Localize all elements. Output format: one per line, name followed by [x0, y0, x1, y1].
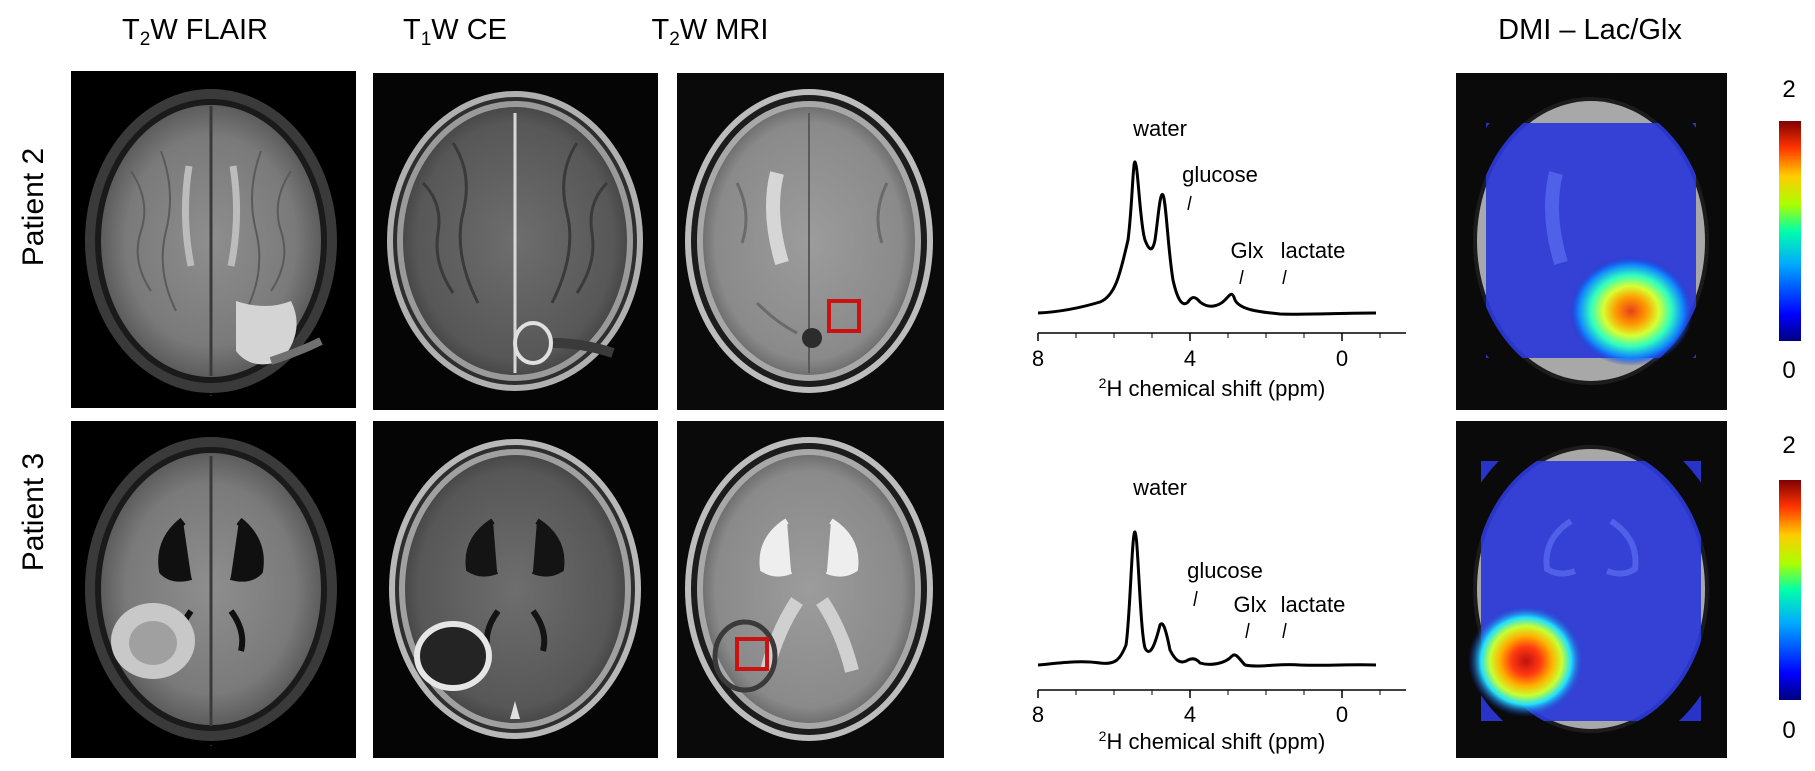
x-tick-label: 0 — [1336, 702, 1348, 727]
peak-label-glx: Glx — [1231, 238, 1264, 263]
x-tick-label: 8 — [1032, 702, 1044, 727]
x-tick-label: 0 — [1336, 346, 1348, 371]
peak-label-glx: Glx — [1234, 592, 1267, 617]
peak-label-lactate: lactate — [1281, 238, 1346, 263]
dmi-map-patient-2 — [1456, 73, 1727, 410]
column-title-dmi: DMI – Lac/Glx — [1498, 14, 1682, 46]
roi-box — [735, 637, 769, 671]
column-title-flair: T2W FLAIR — [122, 14, 268, 50]
column-title-t2mri: T2W MRI — [651, 14, 769, 50]
row-label-patient-3: Patient 3 — [17, 452, 50, 572]
svg-text:·: · — [210, 393, 212, 400]
mri-flair-patient-3: · — [71, 421, 356, 758]
peak-label-glucose: glucose — [1187, 558, 1263, 583]
dmi-map-patient-3 — [1456, 421, 1727, 758]
peak-label-water: water — [1132, 116, 1187, 141]
column-title-t1ce: T1W CE — [402, 14, 507, 50]
x-tick-label: 4 — [1184, 346, 1196, 371]
mri-flair-patient-2: · — [71, 71, 356, 408]
colorbar-max-label: 2 — [1782, 76, 1796, 103]
x-tick-label: 8 — [1032, 346, 1044, 371]
spectrum-patient-3: 8 4 0 2H chemical shift (ppm) water gluc… — [1020, 460, 1420, 760]
peak-label-glucose: glucose — [1182, 162, 1258, 187]
colorbar-min-label: 0 — [1782, 357, 1796, 384]
peak-label-water: water — [1132, 475, 1187, 500]
spectrum-patient-2: 8 4 0 2H chemical shift (ppm) water gluc… — [1020, 100, 1420, 410]
colorbar — [1779, 480, 1801, 700]
mri-t1ce-patient-3 — [373, 421, 658, 758]
mri-t2w-patient-3 — [677, 421, 944, 758]
roi-box — [827, 299, 861, 333]
row-label-patient-2: Patient 2 — [17, 147, 50, 267]
svg-text:·: · — [210, 743, 212, 750]
mri-t2w-patient-2 — [677, 73, 944, 410]
x-axis-label: 2H chemical shift (ppm) — [1099, 728, 1326, 754]
x-tick-label: 4 — [1184, 702, 1196, 727]
mri-t1ce-patient-2 — [373, 73, 658, 410]
colorbar — [1779, 121, 1801, 341]
peak-label-lactate: lactate — [1281, 592, 1346, 617]
x-axis-label: 2H chemical shift (ppm) — [1099, 375, 1326, 401]
colorbar-max-label: 2 — [1782, 432, 1796, 459]
colorbar-min-label: 0 — [1782, 717, 1796, 744]
